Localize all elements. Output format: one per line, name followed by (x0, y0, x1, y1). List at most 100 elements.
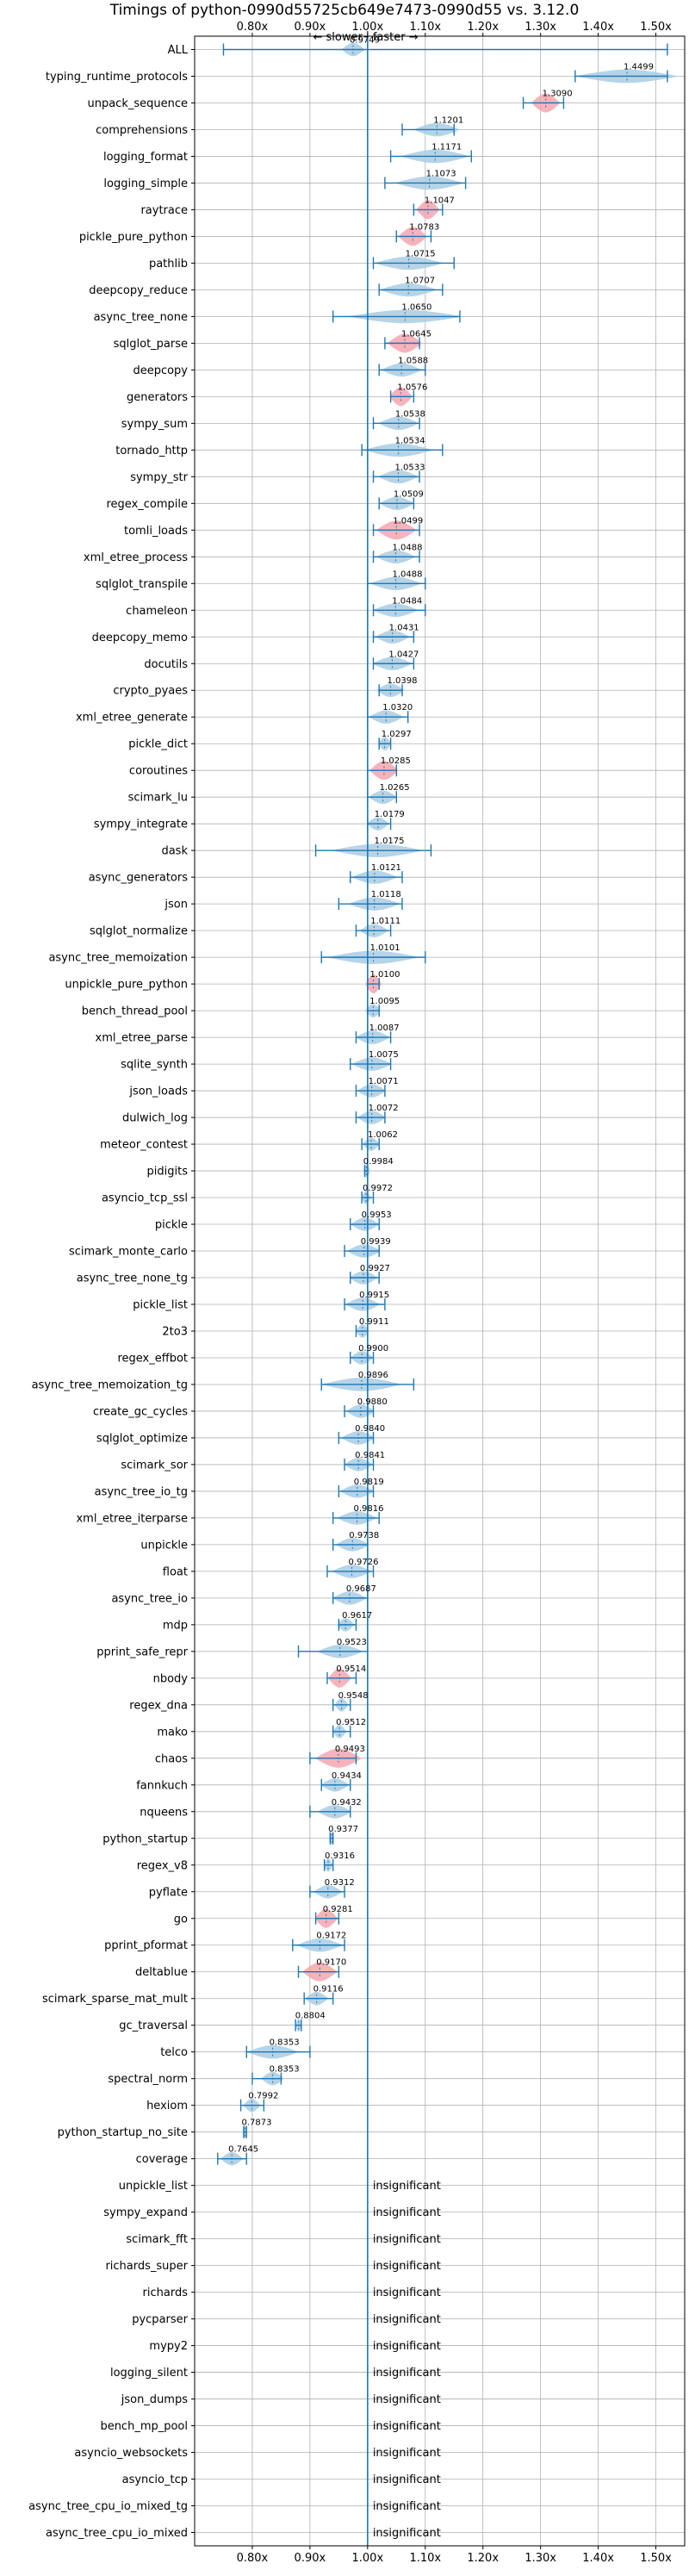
value-label: 1.0533 (395, 463, 425, 472)
value-label: 0.9915 (359, 1291, 389, 1300)
label-layer: 0.80x 0.80x 0.90x 0.90x 1.00x 1.00x 1.10x 1.10x… (28, 21, 672, 2565)
value-label: 0.9911 (359, 1317, 389, 1327)
benchmark-label: python_startup_no_site (58, 2126, 188, 2139)
value-label: 0.9726 (348, 1558, 378, 1567)
benchmark-label: dulwich_log (122, 1112, 188, 1125)
value-label: 1.0175 (375, 837, 405, 846)
benchmark-label: coverage (136, 2153, 188, 2166)
benchmark-label: mako (157, 1726, 188, 1739)
value-label: 1.0179 (375, 810, 405, 819)
benchmark-label: python_startup (102, 1832, 188, 1845)
insignificant-label: insignificant (373, 2473, 441, 2486)
benchmark-label: async_tree_none (94, 311, 188, 324)
value-label: 0.9972 (363, 1184, 393, 1193)
value-label: 0.9281 (323, 1905, 353, 1914)
value-label: 0.9841 (355, 1451, 385, 1460)
insignificant-label: insignificant (373, 2206, 441, 2219)
value-label: 1.1073 (426, 169, 456, 178)
benchmark-label: mypy2 (149, 2340, 188, 2353)
value-label: 0.9927 (360, 1264, 390, 1273)
value-label: 0.9900 (358, 1344, 388, 1353)
benchmark-label: sympy_integrate (94, 818, 188, 831)
benchmark-label: generators (127, 391, 188, 404)
benchmark-label: logging_simple (103, 177, 188, 190)
value-label: 0.9819 (354, 1478, 384, 1487)
benchmark-label: sympy_sum (121, 418, 188, 431)
insignificant-label: insignificant (373, 2527, 441, 2540)
insignificant-label: insignificant (373, 2393, 441, 2406)
benchmark-label: sympy_str (130, 471, 188, 484)
value-label: 0.9738 (349, 1531, 379, 1540)
value-label: 1.0588 (398, 356, 428, 365)
benchmark-label: pidigits (147, 1166, 189, 1179)
benchmark-label: xml_etree_process (84, 551, 188, 564)
benchmark-label: regex_dna (129, 1699, 188, 1712)
value-label: 0.9523 (337, 1638, 367, 1647)
benchmark-label: asyncio_websockets (74, 2447, 188, 2460)
value-label: 1.0095 (369, 997, 400, 1006)
value-label: 1.0087 (369, 1024, 400, 1033)
value-label: 0.8353 (270, 2065, 300, 2075)
x-tick-label-top: 1.40x (582, 21, 614, 34)
benchmark-label: mdp (163, 1619, 188, 1632)
value-label: 1.1201 (433, 115, 463, 125)
x-tick-label-bottom: 1.50x (640, 2552, 672, 2565)
benchmark-label: bench_mp_pool (100, 2420, 188, 2433)
violin-layer (217, 42, 680, 2166)
benchmark-label: ALL (168, 44, 189, 57)
benchmark-label: pprint_pformat (104, 1939, 188, 1952)
value-label: 1.0783 (409, 222, 439, 232)
value-label: 0.9493 (335, 1745, 365, 1754)
value-label: 1.0645 (401, 329, 431, 339)
benchmark-label: xml_etree_generate (76, 712, 188, 725)
value-label: 1.0062 (368, 1130, 398, 1140)
slower-label: ← slower (313, 31, 363, 44)
value-label: 0.9116 (313, 1985, 344, 1994)
insignificant-label: insignificant (373, 2233, 441, 2246)
benchmark-label: async_tree_memoization_tg (32, 1378, 188, 1391)
benchmark-label: hexiom (146, 2100, 188, 2112)
benchmark-label: pprint_safe_repr (96, 1646, 188, 1658)
x-tick-label-bottom: 1.20x (467, 2552, 499, 2565)
x-tick-label-top: 1.20x (467, 21, 499, 34)
value-label: 0.9939 (361, 1237, 391, 1247)
faster-label: faster → (373, 31, 419, 44)
value-label: 1.0431 (389, 623, 419, 632)
value-label: 0.9617 (342, 1611, 372, 1621)
value-label: 1.0576 (397, 383, 427, 392)
benchmark-label: docutils (144, 658, 188, 671)
benchmark-label: pickle_dict (128, 738, 188, 751)
benchmark-label: json_loads (128, 1086, 188, 1098)
benchmark-label: async_tree_memoization (48, 952, 188, 965)
benchmark-label: chameleon (126, 605, 188, 618)
value-label: 0.9687 (346, 1584, 376, 1594)
x-tick-label-bottom: 1.00x (352, 2552, 384, 2565)
benchmark-label: dask (161, 845, 188, 858)
benchmark-label: nqueens (140, 1806, 188, 1819)
benchmark-label: deepcopy (133, 364, 188, 377)
value-label: 1.0707 (405, 276, 435, 285)
x-tick-label-top: 1.30x (525, 21, 556, 34)
value-label: 1.0072 (369, 1104, 399, 1113)
benchmark-label: create_gc_cycles (93, 1405, 188, 1418)
x-tick-label-top: 1.50x (640, 21, 672, 34)
benchmark-label: richards (143, 2287, 189, 2299)
benchmark-label: spectral_norm (108, 2073, 188, 2086)
value-label: 0.9434 (332, 1771, 362, 1781)
benchmark-label: scimark_sparse_mat_mult (42, 1993, 188, 2006)
benchmark-label: sympy_expand (103, 2206, 188, 2219)
benchmark-label: unpickle_pure_python (65, 979, 188, 992)
value-label: 0.9548 (338, 1691, 369, 1701)
value-label: 0.9953 (362, 1210, 392, 1220)
benchmark-label: raytrace (140, 204, 188, 217)
grid-layer (191, 33, 685, 2549)
value-label: 0.9172 (316, 1932, 346, 1941)
x-tick-label-bottom: 1.40x (582, 2552, 614, 2565)
benchmark-label: chaos (155, 1752, 188, 1765)
benchmark-label: regex_v8 (137, 1859, 188, 1872)
benchmark-label: deepcopy_reduce (89, 284, 188, 297)
value-label: 0.9880 (357, 1397, 388, 1407)
benchmark-label: async_tree_io (111, 1592, 188, 1605)
benchmark-label: go (174, 1913, 188, 1926)
value-label: 0.9377 (328, 1825, 358, 1834)
